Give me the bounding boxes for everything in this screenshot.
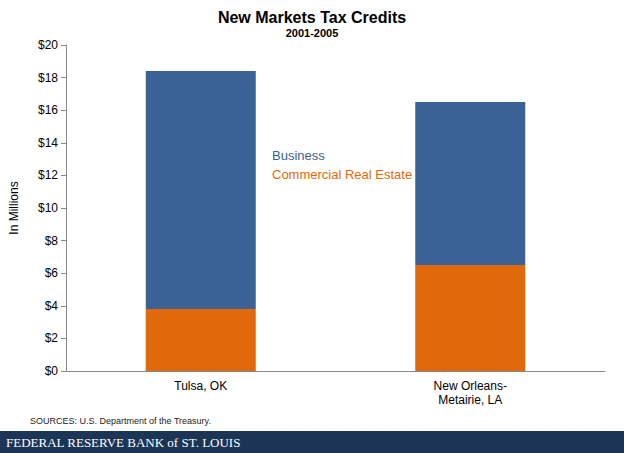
svg-text:Metairie, LA: Metairie, LA	[438, 393, 502, 407]
svg-text:$8: $8	[45, 234, 59, 248]
svg-text:$16: $16	[38, 103, 58, 117]
svg-text:SOURCES: U.S. Department of th: SOURCES: U.S. Department of the Treasury…	[30, 416, 211, 426]
svg-text:2001-2005: 2001-2005	[286, 27, 339, 39]
svg-text:$4: $4	[45, 299, 59, 313]
svg-text:Business: Business	[272, 148, 325, 163]
svg-text:$6: $6	[45, 266, 59, 280]
svg-text:FEDERAL RESERVE BANK of ST. LO: FEDERAL RESERVE BANK of ST. LOUIS	[6, 435, 240, 450]
svg-text:$2: $2	[45, 331, 59, 345]
svg-text:$12: $12	[38, 168, 58, 182]
svg-text:$0: $0	[45, 364, 59, 378]
svg-text:In Millions: In Millions	[7, 181, 21, 234]
svg-text:Commercial Real Estate: Commercial Real Estate	[272, 167, 412, 182]
svg-text:$20: $20	[38, 38, 58, 52]
svg-text:Tulsa, OK: Tulsa, OK	[174, 379, 227, 393]
svg-text:$18: $18	[38, 71, 58, 85]
svg-text:New Orleans-: New Orleans-	[434, 379, 507, 393]
svg-text:$10: $10	[38, 201, 58, 215]
svg-text:$14: $14	[38, 136, 58, 150]
svg-text:New Markets Tax Credits: New Markets Tax Credits	[218, 9, 406, 26]
